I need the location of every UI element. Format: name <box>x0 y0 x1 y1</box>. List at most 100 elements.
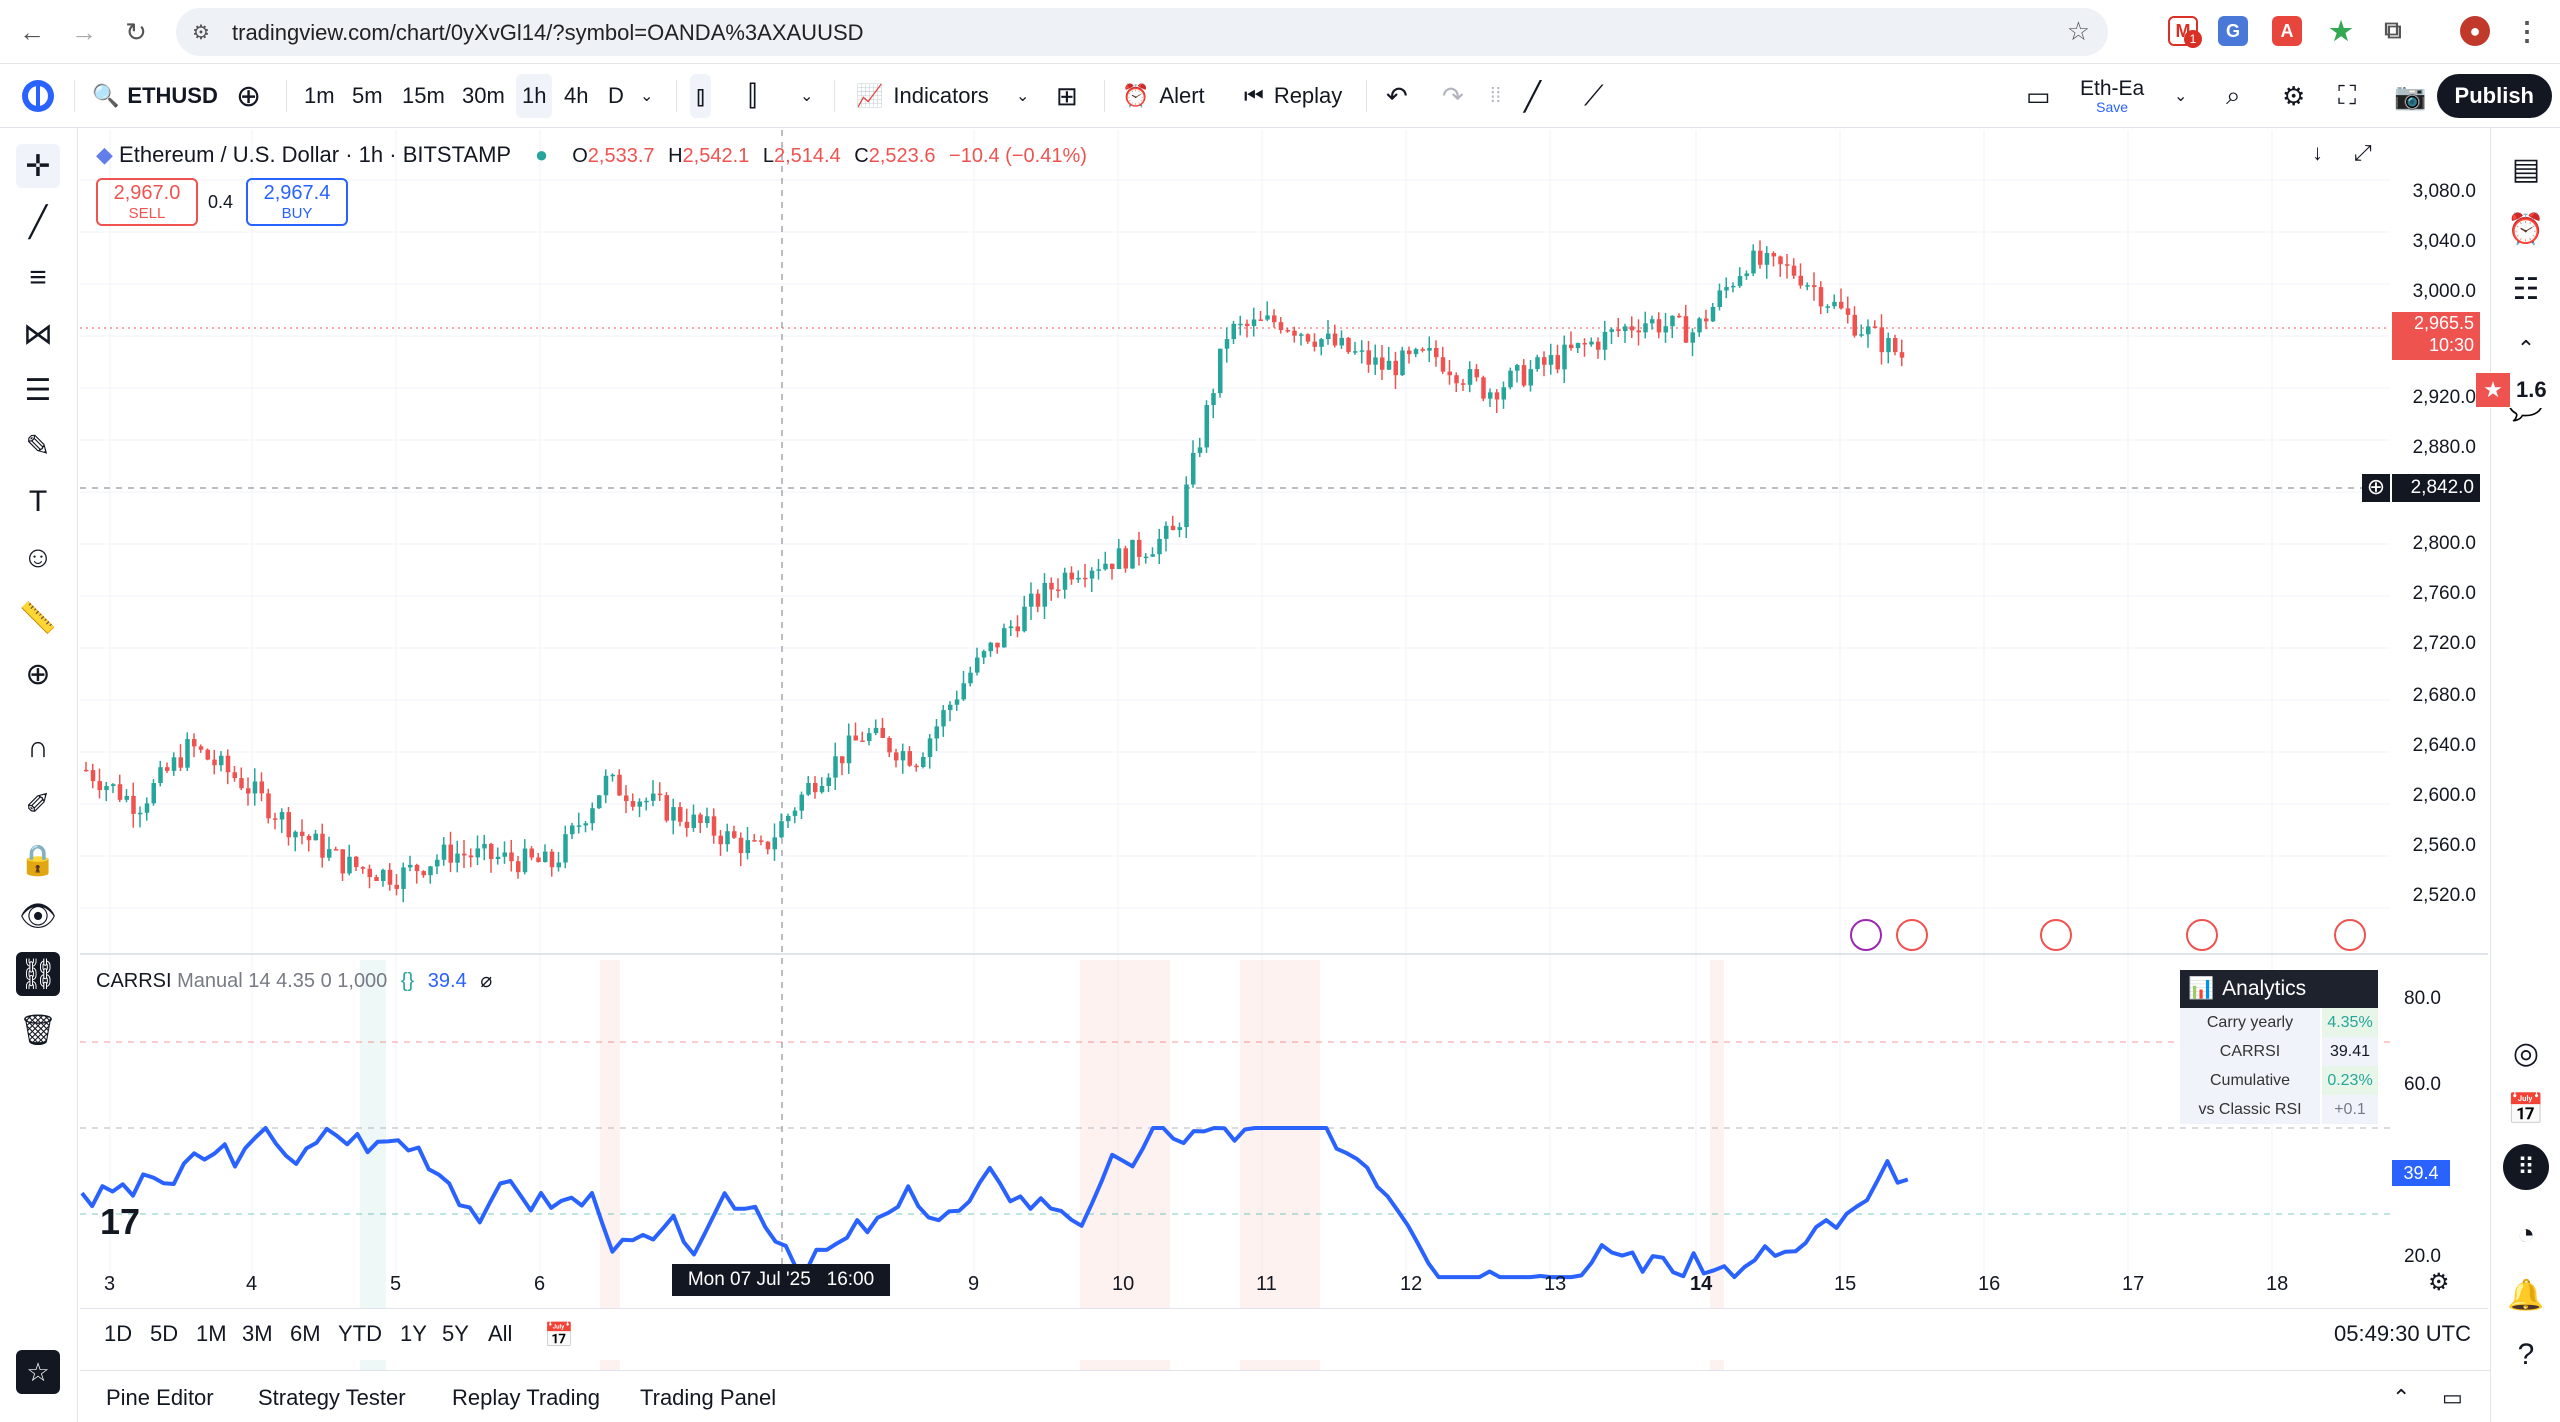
range-1m[interactable]: 1M <box>196 1321 227 1346</box>
fib-tool-icon[interactable]: ≡ <box>29 261 47 294</box>
site-settings-icon[interactable]: ⚙ <box>192 22 210 44</box>
publish-button[interactable]: Publish <box>2436 74 2552 118</box>
scroll-down-icon[interactable]: ↓ <box>2312 140 2323 165</box>
layout-name[interactable]: Eth-Ea Save <box>2080 76 2145 115</box>
address-bar[interactable]: ⚙ tradingview.com/chart/0yXvGl14/?symbol… <box>176 8 2108 56</box>
range-1d[interactable]: 1D <box>104 1321 133 1346</box>
notifications-bell-icon[interactable]: 🔔 <box>2507 1278 2545 1312</box>
text-tool-icon[interactable]: T <box>28 485 48 518</box>
layout-toggle-icon[interactable]: ▭ <box>2026 80 2051 111</box>
brush-tool-icon[interactable]: ✎ <box>25 429 51 463</box>
data-window-icon[interactable]: ☷ <box>2512 272 2540 306</box>
candles-chart-type-icon[interactable]: ⫾ <box>690 74 711 118</box>
range-5d[interactable]: 5D <box>150 1321 179 1346</box>
trend-line-icon[interactable]: ╱ <box>1524 80 1541 112</box>
range-1y[interactable]: 1Y <box>400 1321 427 1346</box>
interval-4h[interactable]: 4h <box>564 83 589 108</box>
trash-icon[interactable]: 🗑 <box>18 1013 58 1047</box>
watchlist-icon[interactable]: ▤ <box>2511 152 2541 186</box>
settings-gear-icon[interactable]: ⚙ <box>2282 80 2306 111</box>
prediction-tool-icon[interactable]: ☰ <box>24 373 52 407</box>
star-extension-icon[interactable]: ★ <box>2326 16 2356 46</box>
link-icon[interactable]: ⛓ <box>16 952 60 996</box>
quick-search-icon[interactable]: ⌕ <box>2226 80 2241 110</box>
tab-trading-panel[interactable]: Trading Panel <box>640 1385 777 1410</box>
profile-avatar[interactable]: ● <box>2460 16 2490 46</box>
zoom-in-icon[interactable]: ⊕ <box>25 657 51 691</box>
indicators-chevron-icon[interactable]: ⌄ <box>1016 88 1030 105</box>
symbol-legend[interactable]: ◆ Ethereum / U.S. Dollar · 1h · BITSTAMP… <box>96 142 1087 167</box>
economic-events[interactable] <box>1850 919 2366 951</box>
help-icon[interactable]: ? <box>2517 1338 2535 1371</box>
bars-chart-type-icon[interactable]: ⫿ <box>748 79 757 111</box>
interval-1m[interactable]: 1m <box>304 83 335 108</box>
range-5y[interactable]: 5Y <box>442 1321 469 1346</box>
pattern-tool-icon[interactable]: ⋈ <box>23 317 53 351</box>
forward-icon[interactable]: → <box>71 16 97 47</box>
tradingview-menu-icon[interactable] <box>18 74 58 118</box>
browser-menu-icon[interactable]: ⋮ <box>2512 15 2542 46</box>
go-to-date-icon[interactable]: 📅 <box>544 1322 574 1349</box>
stay-drawing-icon[interactable]: ✐ <box>25 787 51 821</box>
interval-dropdown-chevron-icon[interactable]: ⌄ <box>640 88 654 105</box>
maximize-pane-icon[interactable]: ⤢ <box>2354 140 2372 165</box>
favorites-star-icon[interactable]: ☆ <box>16 1350 60 1394</box>
translate-extension-icon[interactable]: G <box>2218 16 2248 46</box>
collapse-chevron-icon[interactable]: ⌃ <box>2516 336 2536 361</box>
indicator-legend[interactable]: CARRSI Manual 14 4.35 0 1,000 {} 39.4 ⌀ <box>96 968 492 993</box>
collapse-panel-chevron-icon[interactable]: ⌃ <box>2392 1385 2411 1410</box>
url-text[interactable]: tradingview.com/chart/0yXvGl14/?symbol=O… <box>232 20 864 45</box>
range-all[interactable]: All <box>488 1321 513 1346</box>
camera-snapshot-icon[interactable]: 📷 <box>2394 80 2427 111</box>
rating-badge[interactable]: ★ 1.6 <box>2476 372 2547 408</box>
lock-icon[interactable]: 🔒 <box>19 843 57 877</box>
interval-30m[interactable]: 30m <box>462 83 505 108</box>
magnet-icon[interactable]: ∩ <box>27 731 49 764</box>
target-icon[interactable]: ◎ <box>2512 1036 2540 1070</box>
time-axis-settings-icon[interactable]: ⚙ <box>2428 1269 2450 1296</box>
chart-type-chevron-icon[interactable]: ⌄ <box>800 88 814 105</box>
fullscreen-icon[interactable]: ⛶ <box>2338 80 2357 110</box>
sell-button[interactable]: 2,967.0 SELL <box>96 178 198 226</box>
alerts-clock-icon[interactable]: ⏰ <box>2507 212 2545 246</box>
tab-replay-trading[interactable]: Replay Trading <box>452 1385 600 1410</box>
trend-line-tool-icon[interactable]: ╱ <box>28 205 48 239</box>
tab-strategy-tester[interactable]: Strategy Tester <box>258 1385 406 1410</box>
price-chart[interactable]: 17 3 4 5 6 9 10 11 12 13 14 15 16 17 18 <box>80 130 2488 1370</box>
pdf-extension-icon[interactable]: A <box>2272 16 2302 46</box>
tab-pine-editor[interactable]: Pine Editor <box>106 1385 214 1410</box>
replay-button[interactable]: ⏮ Replay <box>1244 83 1343 108</box>
eye-icon[interactable]: 👁 <box>18 899 58 933</box>
interval-5m[interactable]: 5m <box>352 83 383 108</box>
redo-icon[interactable]: ↷ <box>1442 80 1464 111</box>
bookmark-star-icon[interactable]: ☆ <box>2066 16 2090 46</box>
layout-chevron-icon[interactable]: ⌄ <box>2174 88 2188 105</box>
compare-symbol-icon[interactable]: ⊕ <box>236 79 262 113</box>
symbol-search[interactable]: 🔍 ETHUSD <box>92 74 218 118</box>
alert-button[interactable]: ⏰ Alert <box>1122 83 1205 108</box>
interval-1h[interactable]: 1h <box>516 74 553 118</box>
buy-button[interactable]: 2,967.4 BUY <box>246 178 348 226</box>
layout-grid-icon[interactable]: ⊞ <box>1056 80 1078 111</box>
interval-d[interactable]: D <box>608 83 624 108</box>
ray-line-icon[interactable]: ⟋ <box>1584 79 1604 111</box>
reload-icon[interactable]: ↻ <box>125 16 147 47</box>
crosshair-icon[interactable]: ✛ <box>16 144 60 188</box>
add-alert-plus-icon[interactable]: ⊕ <box>2362 474 2390 502</box>
apps-grid-icon[interactable]: ⠿ <box>2503 1144 2549 1190</box>
indicators-button[interactable]: 📈 Indicators <box>856 83 989 108</box>
source-code-icon[interactable]: {} <box>400 970 415 992</box>
calendar-icon[interactable]: 📅 <box>2507 1092 2545 1126</box>
feed-icon[interactable]: ◔ <box>2516 1218 2536 1251</box>
undo-icon[interactable]: ↶ <box>1386 80 1408 111</box>
ruler-icon[interactable]: 📏 <box>19 601 57 635</box>
extensions-puzzle-icon[interactable]: ⧉ <box>2378 16 2408 46</box>
drag-handle-icon[interactable]: ⁞⁞ <box>1490 84 1502 107</box>
maximize-panel-icon[interactable]: ▭ <box>2442 1385 2463 1410</box>
range-3m[interactable]: 3M <box>242 1321 273 1346</box>
interval-15m[interactable]: 15m <box>402 83 445 108</box>
emoji-tool-icon[interactable]: ☺ <box>22 541 54 574</box>
back-icon[interactable]: ← <box>19 16 45 47</box>
hide-indicator-icon[interactable]: ⌀ <box>480 970 493 992</box>
utc-clock[interactable]: 05:49:30 UTC <box>2334 1321 2471 1346</box>
